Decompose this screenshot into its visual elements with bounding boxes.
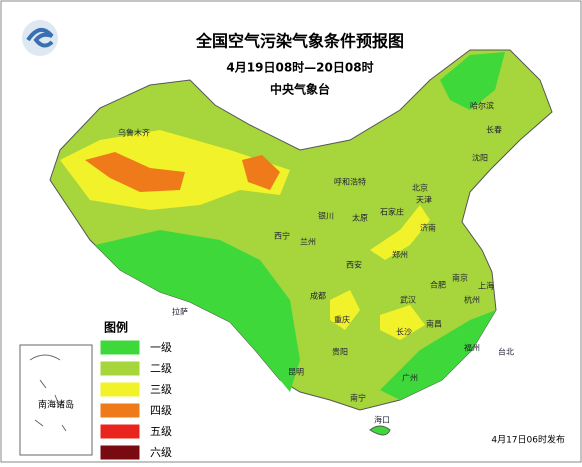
city: 上海	[478, 281, 494, 291]
city: 成都	[310, 291, 326, 301]
legend-swatch	[99, 444, 141, 461]
city: 银川	[318, 211, 334, 221]
legend-label: 四级	[150, 404, 172, 417]
zone-level3	[330, 290, 360, 330]
subtitle: 4月19日08时—20日08时	[226, 60, 373, 75]
inset-label: 南海诸岛	[38, 399, 74, 411]
legend-label: 六级	[150, 446, 172, 459]
zone-level3	[380, 305, 425, 340]
city: 南昌	[426, 319, 442, 329]
city: 海口	[374, 415, 390, 425]
city: 济南	[420, 223, 436, 233]
city: 杭州	[464, 295, 480, 305]
title: 全国空气污染气象条件预报图	[195, 32, 404, 51]
zone-level4	[85, 152, 185, 192]
city: 武汉	[400, 295, 416, 305]
legend-label: 三级	[150, 383, 172, 396]
city: 南宁	[350, 393, 366, 403]
city: 西宁	[274, 231, 290, 241]
legend-swatch	[99, 360, 141, 377]
city: 台北	[498, 347, 514, 357]
city: 郑州	[392, 250, 408, 260]
city: 石家庄	[380, 207, 404, 217]
issuer: 中央气象台	[270, 82, 330, 97]
legend-swatch	[99, 339, 141, 356]
zone-level1	[95, 230, 300, 392]
city: 福州	[464, 344, 480, 353]
city: 合肥	[430, 280, 446, 290]
inset-map	[29, 354, 67, 432]
city: 哈尔滨	[470, 101, 494, 111]
zone-level3	[370, 205, 430, 260]
city-labels: 乌鲁木齐 哈尔滨 长春 沈阳 呼和浩特 北京 天津 石家庄 太原 济南 银川 兰…	[118, 101, 514, 425]
legend-label: 一级	[150, 341, 172, 354]
zone-level1	[380, 310, 496, 400]
city: 长春	[486, 125, 502, 135]
city: 广州	[402, 373, 418, 383]
logo	[22, 20, 58, 56]
city: 西安	[346, 260, 362, 270]
city: 呼和浩特	[334, 177, 366, 187]
city: 贵阳	[332, 347, 348, 357]
city: 天津	[416, 195, 432, 205]
city: 乌鲁木齐	[118, 128, 150, 138]
legend-label: 二级	[150, 362, 172, 375]
city: 兰州	[300, 237, 316, 247]
zone-level3	[60, 130, 290, 210]
zone-level1	[440, 52, 505, 110]
legend-swatch	[99, 423, 141, 440]
legend-label: 五级	[150, 425, 172, 438]
city: 沈阳	[472, 153, 488, 163]
island	[369, 425, 391, 436]
legend-swatch	[99, 402, 141, 419]
city: 长沙	[396, 327, 412, 337]
city: 太原	[352, 213, 368, 223]
footer: 4月17日06时发布	[491, 434, 565, 446]
city: 重庆	[334, 315, 350, 325]
legend-title: 图例	[104, 320, 128, 335]
inset-box	[19, 344, 93, 456]
legend-swatch	[99, 381, 141, 398]
zone-level4	[242, 155, 280, 190]
city: 拉萨	[172, 307, 188, 317]
city: 南京	[452, 273, 468, 283]
city: 昆明	[288, 368, 304, 377]
city: 北京	[412, 183, 428, 193]
